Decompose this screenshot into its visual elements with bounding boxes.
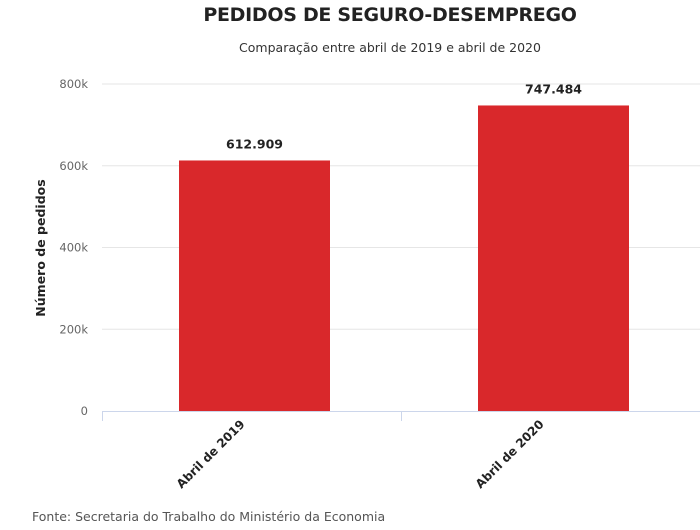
y-tick-label: 400k [59,241,88,255]
y-tick-label: 200k [59,322,88,336]
bar [179,160,330,411]
bar [478,105,629,411]
data-label: 612.909 [226,136,283,151]
y-tick-label: 600k [59,159,88,173]
data-label: 747.484 [525,81,582,96]
source-note: Fonte: Secretaria do Trabalho do Ministé… [32,509,386,524]
y-axis-label: Número de pedidos [33,179,48,316]
x-tick-label: Abril de 2020 [473,417,547,491]
x-tick-label: Abril de 2019 [174,417,248,491]
chart-subtitle: Comparação entre abril de 2019 e abril d… [239,40,541,55]
y-tick-label: 800k [59,77,88,91]
chart-title: PEDIDOS DE SEGURO-DESEMPREGO [203,4,577,26]
y-tick-label: 0 [81,404,88,418]
